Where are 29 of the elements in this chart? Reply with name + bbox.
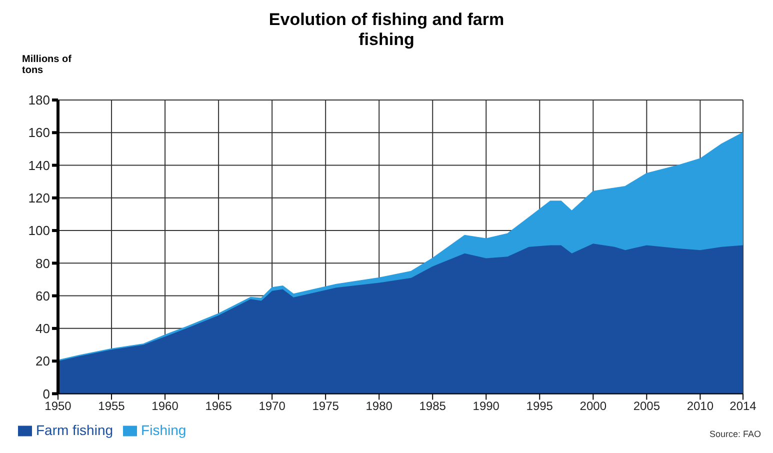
x-tick-label: 1965 [205, 399, 232, 414]
x-tick-label: 1960 [152, 399, 179, 414]
y-tick-label: 40 [36, 321, 50, 336]
source-note: Source: FAO [709, 429, 761, 439]
x-tick-label: 1970 [258, 399, 286, 414]
y-tick-label: 80 [36, 256, 50, 271]
y-tick-label: 20 [36, 354, 50, 369]
x-tick-label: 2014 [730, 399, 757, 414]
y-tick-label: 160 [28, 125, 50, 140]
y-tick-label: 100 [28, 223, 50, 238]
x-tick-label: 1975 [312, 399, 340, 414]
x-tick-label: 1990 [472, 399, 500, 414]
y-tick-label: 120 [28, 190, 50, 206]
x-tick-label: 2005 [633, 399, 660, 414]
y-tick-label: 140 [28, 158, 50, 173]
x-tick-label: 1980 [366, 399, 393, 414]
x-tick-label: 1950 [44, 399, 72, 414]
y-tick-label: 0 [42, 386, 50, 402]
x-tick-label: 1955 [98, 399, 126, 414]
y-tick-label: 180 [28, 92, 50, 108]
x-tick-label: 1985 [419, 399, 446, 414]
x-tick-label: 2000 [580, 399, 607, 414]
x-tick-label: 2010 [686, 399, 714, 414]
y-tick-label: 60 [36, 288, 50, 304]
chart-title: Evolution of fishing and farm fishing [268, 10, 506, 50]
x-tick-label: 1995 [526, 399, 554, 414]
legend-label: Farm fishing [36, 422, 114, 438]
y-axis-title: Millions of tons [22, 54, 72, 76]
legend-label: Fishing [141, 422, 186, 438]
